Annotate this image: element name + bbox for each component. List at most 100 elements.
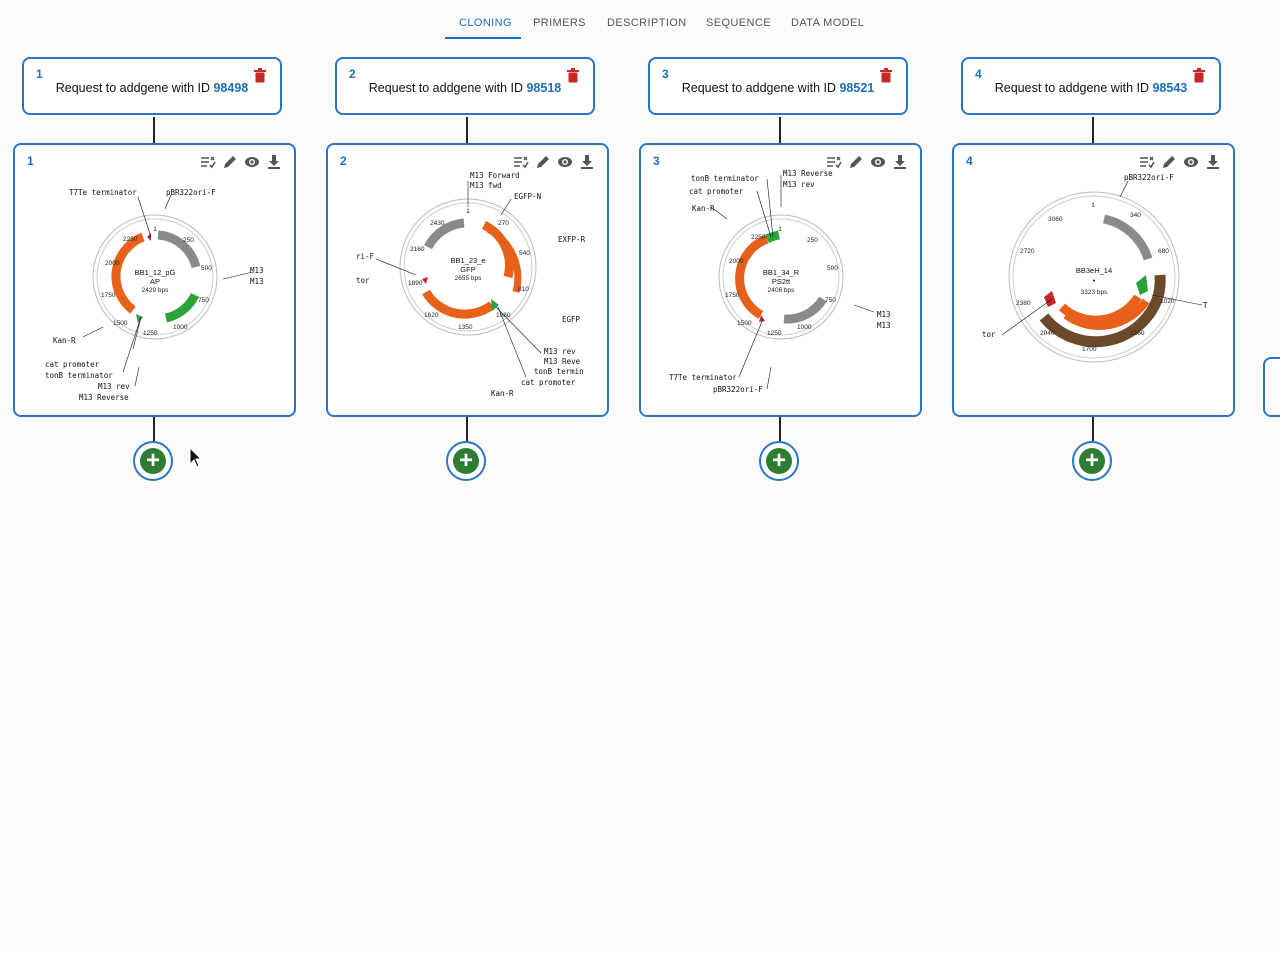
tab-primers[interactable]: PRIMERS: [533, 17, 586, 29]
sequence-node: 3 BB1_34_R PS2tt 2406 bps 1 250 500 750 …: [639, 143, 922, 417]
connector-line: [466, 117, 468, 143]
svg-text:1080: 1080: [496, 312, 511, 319]
source-node: 4 Request to addgene with ID 98543: [961, 57, 1221, 115]
svg-text:3060: 3060: [1048, 216, 1063, 223]
svg-text:2430: 2430: [430, 220, 445, 227]
svg-text:810: 810: [518, 286, 529, 293]
svg-text:ri-F: ri-F: [356, 252, 375, 261]
svg-text:250: 250: [807, 237, 818, 244]
step-number: 1: [27, 154, 34, 168]
step-number: 3: [662, 67, 669, 81]
cloning-step-column: 4 Request to addgene with ID 98543 4 BB3…: [952, 0, 1236, 490]
connector-line: [779, 417, 781, 441]
svg-text:250: 250: [183, 237, 194, 244]
svg-text:1700: 1700: [1082, 346, 1097, 353]
svg-text:1000: 1000: [797, 324, 812, 331]
add-step-button[interactable]: +: [759, 441, 799, 481]
request-text: Request to addgene with ID 98518: [368, 81, 562, 95]
svg-text:BB1_23_e: BB1_23_e: [450, 256, 485, 265]
add-step-button[interactable]: +: [133, 441, 173, 481]
svg-text:BB1_12_pG: BB1_12_pG: [135, 268, 176, 277]
view-icon[interactable]: [557, 154, 573, 170]
addgene-id-link[interactable]: 98543: [1152, 81, 1188, 95]
svg-text:1620: 1620: [424, 312, 439, 319]
svg-text:340: 340: [1130, 212, 1141, 219]
sequence-node: 1 BB1_12_pG AP 2429 bps 1 250 500 750 10…: [13, 143, 296, 417]
svg-text:1360: 1360: [1130, 330, 1145, 337]
edit-icon[interactable]: [535, 154, 551, 170]
add-step-button[interactable]: +: [1072, 441, 1112, 481]
svg-text:M13 Reve: M13 Reve: [544, 357, 581, 366]
svg-text:EGFP-N: EGFP-N: [514, 192, 541, 201]
trash-icon[interactable]: [254, 68, 266, 83]
edit-icon[interactable]: [222, 154, 238, 170]
connector-line: [153, 417, 155, 441]
svg-text:pBR322ori-F: pBR322ori-F: [166, 188, 216, 197]
svg-text:500: 500: [201, 265, 212, 272]
svg-text:cat promoter: cat promoter: [689, 187, 744, 196]
plasmid-map[interactable]: BB1_12_pG AP 2429 bps 1 250 500 750 1000…: [23, 167, 288, 412]
addgene-id-link[interactable]: 98521: [839, 81, 875, 95]
svg-text:BB1_34_R: BB1_34_R: [763, 268, 800, 277]
download-icon[interactable]: [1205, 154, 1221, 170]
svg-text:2655 bps: 2655 bps: [455, 275, 482, 282]
svg-text:M13 Reverse: M13 Reverse: [783, 169, 833, 178]
tab-cloning[interactable]: CLONING: [459, 17, 512, 29]
select-regions-icon[interactable]: [513, 154, 529, 170]
svg-text:1350: 1350: [458, 324, 473, 331]
edit-icon[interactable]: [1161, 154, 1177, 170]
sequence-node: 2 BB1_23_e GFP 2655 bps 1 270 540 810 10…: [326, 143, 609, 417]
svg-text:tonB termin: tonB termin: [534, 367, 584, 376]
svg-text:M13 fwd: M13 fwd: [470, 181, 502, 190]
svg-text:T: T: [1203, 301, 1208, 310]
tab-data-model[interactable]: DATA MODEL: [791, 17, 865, 29]
edit-icon[interactable]: [848, 154, 864, 170]
svg-text:cat promoter: cat promoter: [521, 378, 576, 387]
svg-text:T7Te terminator: T7Te terminator: [69, 188, 137, 197]
download-icon[interactable]: [892, 154, 908, 170]
addgene-id-link[interactable]: 98498: [213, 81, 249, 95]
view-icon[interactable]: [244, 154, 260, 170]
svg-text:1500: 1500: [737, 320, 752, 327]
svg-text:750: 750: [825, 297, 836, 304]
svg-text:BB3eH_14: BB3eH_14: [1076, 266, 1112, 275]
download-icon[interactable]: [579, 154, 595, 170]
select-regions-icon[interactable]: [826, 154, 842, 170]
add-step-button[interactable]: +: [446, 441, 486, 481]
svg-text:M13 rev: M13 rev: [544, 347, 576, 356]
add-icon: +: [766, 448, 792, 474]
connector-line: [153, 117, 155, 143]
view-icon[interactable]: [1183, 154, 1199, 170]
request-text: Request to addgene with ID 98498: [55, 81, 249, 95]
sequence-node: 4 BB3eH_14 • 3323 bps 1 340 680 1020 136…: [952, 143, 1235, 417]
tab-description[interactable]: DESCRIPTION: [607, 17, 687, 29]
svg-text:1000: 1000: [173, 324, 188, 331]
plasmid-map[interactable]: BB3eH_14 • 3323 bps 1 340 680 1020 1360 …: [962, 167, 1227, 412]
svg-text:1: 1: [466, 208, 470, 215]
feature-gap: [164, 292, 200, 323]
trash-icon[interactable]: [567, 68, 579, 83]
trash-icon[interactable]: [1193, 68, 1205, 83]
add-icon: +: [1079, 448, 1105, 474]
tab-sequence[interactable]: SEQUENCE: [706, 17, 771, 29]
svg-text:1: 1: [778, 226, 782, 233]
cloning-step-column: 2 Request to addgene with ID 98518 2 BB1…: [326, 0, 610, 490]
svg-text:tor: tor: [982, 330, 996, 339]
svg-text:cat promoter: cat promoter: [45, 360, 100, 369]
addgene-id-link[interactable]: 98518: [526, 81, 562, 95]
step-number: 2: [340, 154, 347, 168]
request-text: Request to addgene with ID 98543: [994, 81, 1188, 95]
add-icon: +: [453, 448, 479, 474]
feature-ori: [157, 230, 201, 269]
select-regions-icon[interactable]: [200, 154, 216, 170]
svg-text:Kan-R: Kan-R: [53, 336, 76, 345]
partial-sequence-node: [1263, 357, 1280, 417]
svg-text:GFP: GFP: [460, 265, 475, 274]
step-number: 4: [966, 154, 973, 168]
trash-icon[interactable]: [880, 68, 892, 83]
download-icon[interactable]: [266, 154, 282, 170]
plasmid-map[interactable]: BB1_23_e GFP 2655 bps 1 270 540 810 1080…: [336, 167, 601, 412]
view-icon[interactable]: [870, 154, 886, 170]
select-regions-icon[interactable]: [1139, 154, 1155, 170]
plasmid-map[interactable]: BB1_34_R PS2tt 2406 bps 1 250 500 750 10…: [649, 167, 914, 412]
